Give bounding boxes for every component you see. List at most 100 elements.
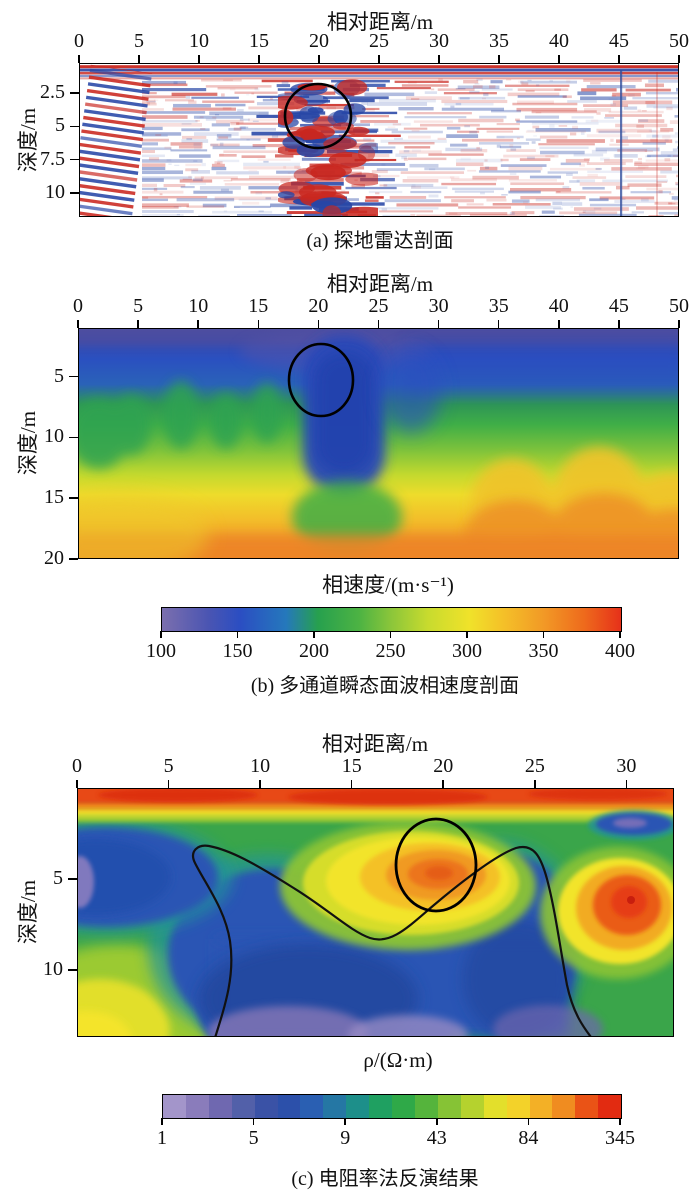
x-tick-label: 40 [548, 295, 569, 317]
x-tick-mark [558, 55, 560, 63]
colorbar-segment [506, 1095, 530, 1118]
colorbar-segment [529, 1095, 553, 1118]
y-tick-mark [69, 497, 78, 499]
x-tick-mark [258, 55, 260, 63]
phase-velocity-colorbar [161, 607, 622, 632]
y-tick-label: 2.5 [40, 81, 65, 103]
resistivity-section [78, 789, 673, 1036]
x-tick-label: 25 [369, 30, 389, 52]
colorbar-segment [346, 1095, 370, 1118]
colorbar-tick-mark [160, 631, 162, 638]
colorbar-tick-label: 350 [528, 640, 559, 662]
x-tick-label: 20 [433, 755, 454, 777]
colorbar-segment [323, 1095, 347, 1118]
x-tick-mark [498, 55, 500, 63]
y-tick-label: 5 [53, 866, 63, 889]
colorbar-segment [300, 1095, 324, 1118]
x-tick-mark [678, 320, 680, 328]
colorbar-tick-label: 200 [299, 640, 329, 662]
left-low-resistivity-blob [78, 819, 233, 935]
panel-c-x-axis-title: 相对距离/m [321, 732, 429, 756]
x-tick-mark [618, 320, 620, 328]
panel-a-x-axis-title: 相对距离/m [326, 10, 434, 34]
surface-high-resistivity-band [78, 789, 673, 822]
colorbar-tick-mark [542, 631, 545, 638]
x-tick-label: 50 [669, 30, 689, 52]
x-tick-label: 0 [74, 30, 84, 52]
y-tick-label: 20 [44, 547, 64, 569]
x-tick-mark [437, 320, 440, 328]
y-tick-mark [69, 558, 78, 560]
contour-line [192, 844, 592, 1036]
y-tick-mark [70, 125, 79, 128]
x-tick-mark [137, 320, 139, 328]
annotation-circle-c [394, 817, 478, 913]
y-tick-label: 15 [44, 486, 64, 509]
velocity-field [79, 329, 678, 558]
colorbar-tick-mark [527, 1118, 530, 1125]
x-tick-label: 45 [609, 30, 629, 52]
colorbar-tick-label: 250 [375, 640, 406, 662]
x-tick-mark [377, 320, 380, 328]
panel-c-caption: (c) 电阻率法反演结果 [291, 1168, 479, 1190]
x-tick-mark [76, 780, 78, 788]
colorbar-tick-label: 84 [518, 1127, 539, 1149]
colorbar-segment [392, 1095, 415, 1118]
x-tick-mark [197, 320, 199, 328]
colorbar-segment [185, 1095, 209, 1118]
x-tick-label: 35 [489, 30, 509, 52]
x-tick-label: 25 [524, 755, 545, 777]
resistivity-field [78, 789, 673, 1036]
colorbar-segment [277, 1095, 301, 1118]
green-upwellings [79, 381, 282, 469]
x-tick-mark [378, 55, 380, 63]
gpr-vertical-stripe [620, 70, 623, 216]
y-tick-mark [70, 158, 79, 161]
top-right-low-resistivity-patch [588, 810, 673, 840]
x-tick-label: 5 [133, 295, 144, 317]
x-tick-label: 0 [73, 295, 83, 317]
y-tick-mark [68, 878, 77, 880]
y-tick-mark [69, 375, 78, 378]
colorbar-segment [414, 1095, 438, 1118]
x-tick-mark [678, 55, 680, 63]
y-tick-mark [68, 968, 77, 971]
x-tick-mark [78, 55, 80, 63]
x-tick-mark [138, 55, 140, 63]
colorbar-tick-label: 1 [157, 1127, 167, 1149]
x-tick-label: 20 [309, 30, 329, 52]
colorbar-tick-mark [236, 631, 239, 638]
x-tick-mark [167, 780, 170, 788]
x-tick-mark [534, 780, 536, 788]
x-tick-label: 35 [488, 295, 509, 317]
x-tick-label: 30 [429, 30, 449, 52]
panel-b-x-axis-title: 相对距离/m [326, 272, 434, 296]
x-tick-label: 10 [188, 295, 209, 317]
colorbar-tick-mark [161, 1118, 163, 1125]
x-tick-label: 15 [248, 295, 269, 317]
phase-velocity-section [79, 329, 678, 558]
colorbar-segment [575, 1095, 599, 1118]
colorbar-tick-label: 400 [605, 640, 635, 662]
x-tick-mark [618, 55, 620, 63]
colorbar-tick-mark [619, 631, 621, 638]
colorbar-segment [437, 1095, 461, 1118]
central-high-resistivity-anomaly [280, 822, 536, 950]
right-high-resistivity-anomaly [540, 847, 673, 979]
x-tick-mark [317, 320, 320, 328]
x-tick-mark [558, 320, 560, 328]
colorbar-tick-label: 9 [340, 1127, 351, 1149]
x-tick-label: 15 [341, 755, 362, 777]
resistivity-colorbar [162, 1094, 622, 1119]
x-tick-mark [438, 55, 440, 63]
phase-velocity-plot [78, 328, 679, 559]
y-tick-label: 10 [44, 425, 64, 448]
x-tick-mark [259, 780, 261, 788]
colorbar-tick-label: 300 [452, 640, 482, 662]
y-tick-label: 10 [45, 181, 65, 203]
colorbar-tick-label: 345 [605, 1127, 635, 1149]
panel-a-y-axis-title: 深度/m [16, 107, 40, 173]
x-tick-label: 45 [608, 295, 629, 317]
x-tick-mark [497, 320, 500, 328]
